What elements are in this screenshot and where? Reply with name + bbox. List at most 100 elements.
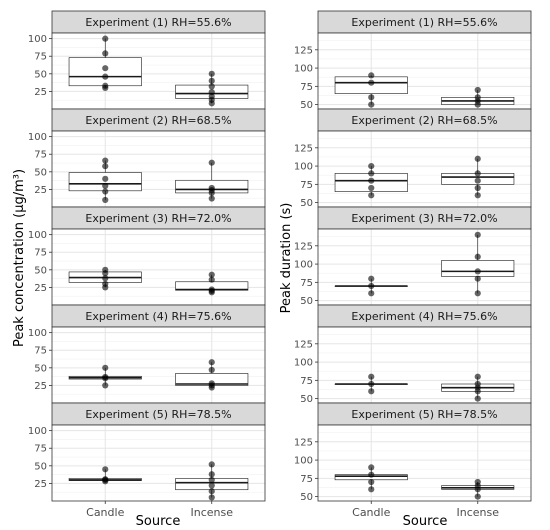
y-tick-label: 100 xyxy=(294,260,313,271)
y-tick-label: 25 xyxy=(34,479,47,490)
facet-panel: Experiment (3) RH=72.0% 50 75 100 125 xyxy=(294,206,532,307)
data-point xyxy=(208,461,215,468)
y-tick-label: 75 xyxy=(300,180,313,191)
facet-panel: Experiment (5) RH=78.5% 25 50 75 100 Candle In… xyxy=(28,402,266,519)
data-point xyxy=(474,94,481,101)
data-point xyxy=(208,159,215,166)
facet-title: Experiment (4) RH=75.6% xyxy=(351,310,497,323)
facet-title: Experiment (3) RH=72.0% xyxy=(351,212,497,225)
y-tick-label: 75 xyxy=(300,376,313,387)
y-tick-label: 75 xyxy=(34,444,47,455)
facet-panel: Experiment (5) RH=78.5% 50 75 100 125 Candle I… xyxy=(294,402,532,519)
data-point xyxy=(368,380,375,388)
y-tick-label: 25 xyxy=(34,283,47,294)
plot-background xyxy=(318,33,531,109)
data-point xyxy=(368,373,375,380)
facet-title: Experiment (1) RH=55.6% xyxy=(85,16,231,29)
data-point xyxy=(208,83,215,90)
y-tick-label: 75 xyxy=(34,150,47,161)
y-tick-label: 125 xyxy=(294,437,313,448)
data-point xyxy=(474,231,481,238)
data-point xyxy=(208,70,215,77)
plot-background xyxy=(318,131,531,207)
y-tick-label: 50 xyxy=(300,492,313,503)
y-tick-label: 50 xyxy=(34,461,47,472)
y-tick-label: 100 xyxy=(28,34,47,45)
y-tick-label: 50 xyxy=(34,265,47,276)
data-point xyxy=(208,488,215,495)
y-tick-label: 100 xyxy=(28,230,47,241)
y-tick-label: 50 xyxy=(300,100,313,111)
facet-title: Experiment (5) RH=78.5% xyxy=(351,408,497,421)
data-point xyxy=(368,388,375,395)
y-tick-label: 75 xyxy=(300,474,313,485)
y-tick-label: 75 xyxy=(34,52,47,63)
y-tick-label: 100 xyxy=(28,426,47,437)
plot-background xyxy=(52,327,265,403)
y-tick-label: 75 xyxy=(34,248,47,259)
box-iqr xyxy=(68,57,142,87)
data-point xyxy=(102,50,109,57)
data-point xyxy=(102,182,109,189)
y-tick-label: 125 xyxy=(294,241,313,252)
data-point xyxy=(102,373,109,381)
data-point xyxy=(368,162,375,170)
facet-panel: Experiment (3) RH=72.0% 25 50 75 100 xyxy=(28,206,266,306)
data-point xyxy=(208,471,215,478)
y-tick-label: 50 xyxy=(300,296,313,307)
data-point xyxy=(102,175,109,182)
left-facet-column: Experiment (1) RH=55.6% 25 50 75 100 Experime… xyxy=(28,10,266,519)
y-tick-label: 125 xyxy=(294,143,313,154)
data-point xyxy=(208,366,215,374)
facet-title: Experiment (4) RH=75.6% xyxy=(85,310,231,323)
data-point xyxy=(474,395,481,402)
data-point xyxy=(208,286,215,293)
data-point xyxy=(474,268,481,275)
data-point xyxy=(368,486,375,493)
facet-panel: Experiment (2) RH=68.5% 50 75 100 125 xyxy=(294,108,532,209)
data-point xyxy=(474,373,481,380)
data-point xyxy=(368,290,375,297)
data-point xyxy=(208,184,215,192)
data-point xyxy=(368,478,375,486)
y-tick-label: 50 xyxy=(300,394,313,405)
left-x-axis-title: Source xyxy=(136,514,181,529)
facet-panel: Experiment (4) RH=75.6% 50 75 100 125 xyxy=(294,304,532,405)
facet-panel: Experiment (1) RH=55.6% 25 50 75 100 xyxy=(28,10,266,110)
facet-title: Experiment (2) RH=68.5% xyxy=(351,114,497,127)
data-point xyxy=(208,476,215,483)
data-point xyxy=(368,275,375,282)
plot-background xyxy=(52,131,265,207)
data-point xyxy=(208,271,215,278)
y-tick-label: 100 xyxy=(28,328,47,339)
x-tick-label: Incense xyxy=(456,506,499,519)
y-tick-label: 25 xyxy=(34,185,47,196)
data-point xyxy=(474,184,481,192)
data-point xyxy=(102,382,109,389)
data-point xyxy=(474,493,481,500)
facet-title: Experiment (2) RH=68.5% xyxy=(85,114,231,127)
facet-title: Experiment (1) RH=55.6% xyxy=(351,16,497,29)
data-point xyxy=(474,177,481,184)
data-point xyxy=(474,86,481,94)
data-point xyxy=(208,380,215,387)
data-point xyxy=(368,94,375,101)
data-point xyxy=(208,276,215,283)
data-point xyxy=(208,77,215,84)
y-tick-label: 100 xyxy=(294,64,313,75)
data-point xyxy=(474,290,481,297)
data-point xyxy=(368,79,375,86)
data-point xyxy=(474,170,481,177)
data-point xyxy=(208,359,215,366)
data-point xyxy=(368,177,375,184)
right-x-axis-title: Source xyxy=(403,514,448,529)
data-point xyxy=(102,73,109,80)
y-tick-label: 75 xyxy=(34,346,47,357)
facet-panel: Experiment (2) RH=68.5% 25 50 75 100 xyxy=(28,108,266,208)
data-point xyxy=(474,478,481,486)
y-tick-label: 125 xyxy=(294,339,313,350)
data-point xyxy=(368,192,375,199)
data-point xyxy=(474,192,481,199)
x-tick-label: Candle xyxy=(352,506,390,519)
